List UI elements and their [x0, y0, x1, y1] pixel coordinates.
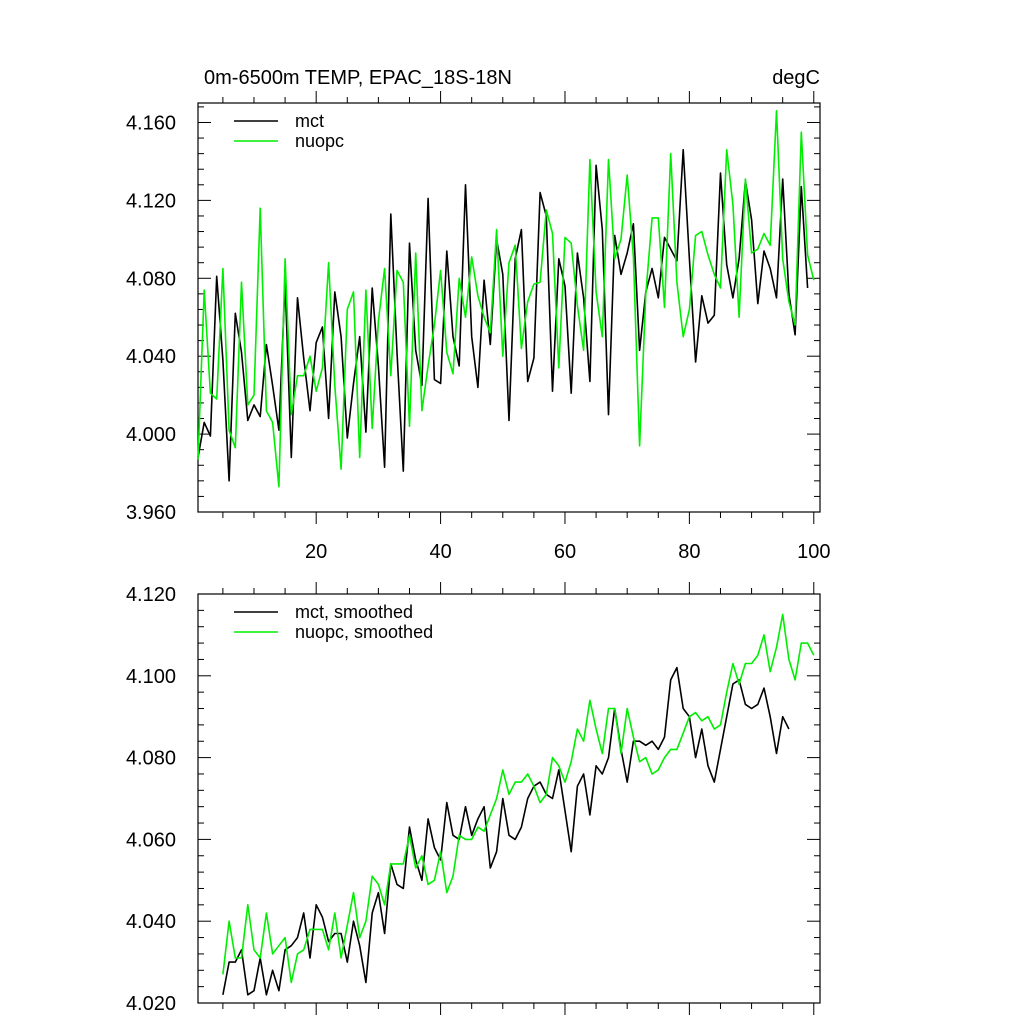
panel-bottom: 4.020 4.040 4.060 4.080 4.100 4.120 mct, smoo…: [126, 582, 821, 1015]
y-tick-label: 4.100: [126, 666, 176, 688]
series-lines-top: [197, 110, 815, 488]
y-tick-labels-bottom: 4.020 4.040 4.060 4.080 4.100 4.120: [126, 584, 176, 1015]
legend-label: nuopc: [295, 131, 344, 151]
ticks-bottom: [198, 582, 820, 1015]
series-line-mct-smoothed: [222, 666, 790, 996]
y-tick-label: 4.160: [126, 112, 176, 134]
y-tick-label: 3.960: [126, 502, 176, 524]
chart-units: degC: [772, 67, 820, 89]
y-tick-labels-top: 3.960 4.000 4.040 4.080 4.120 4.160: [126, 112, 176, 524]
series-line-nuopc: [197, 110, 815, 488]
y-tick-label: 4.020: [126, 993, 176, 1015]
series-line-mct: [197, 148, 809, 482]
chart-title: 0m-6500m TEMP, EPAC_18S-18N: [204, 67, 512, 89]
plot-frame-bottom: [197, 593, 821, 1004]
y-tick-label: 4.080: [126, 748, 176, 770]
y-tick-label: 4.000: [126, 424, 176, 446]
legend-label: mct, smoothed: [295, 602, 413, 622]
legend-label: nuopc, smoothed: [295, 622, 433, 642]
series-lines-bottom: [222, 613, 815, 996]
series-line-nuopc-smoothed: [222, 613, 815, 984]
y-tick-label: 4.120: [126, 190, 176, 212]
y-tick-label: 4.040: [126, 346, 176, 368]
y-tick-label: 4.080: [126, 268, 176, 290]
y-tick-label: 4.060: [126, 829, 176, 851]
panel-top: 0m-6500m TEMP, EPAC_18S-18N degC 3.960 4.…: [126, 67, 831, 563]
legend-label: mct: [295, 111, 324, 131]
x-tick-labels-top: 20 40 60 80 100: [305, 541, 830, 563]
y-tick-label: 4.040: [126, 911, 176, 933]
x-tick-label: 80: [678, 541, 700, 563]
x-tick-label: 20: [305, 541, 327, 563]
y-tick-label: 4.120: [126, 584, 176, 606]
x-tick-label: 100: [797, 541, 830, 563]
x-tick-label: 60: [554, 541, 576, 563]
ticks-top: [198, 91, 820, 524]
plot-frame-top: [197, 102, 821, 513]
x-tick-label: 40: [429, 541, 451, 563]
